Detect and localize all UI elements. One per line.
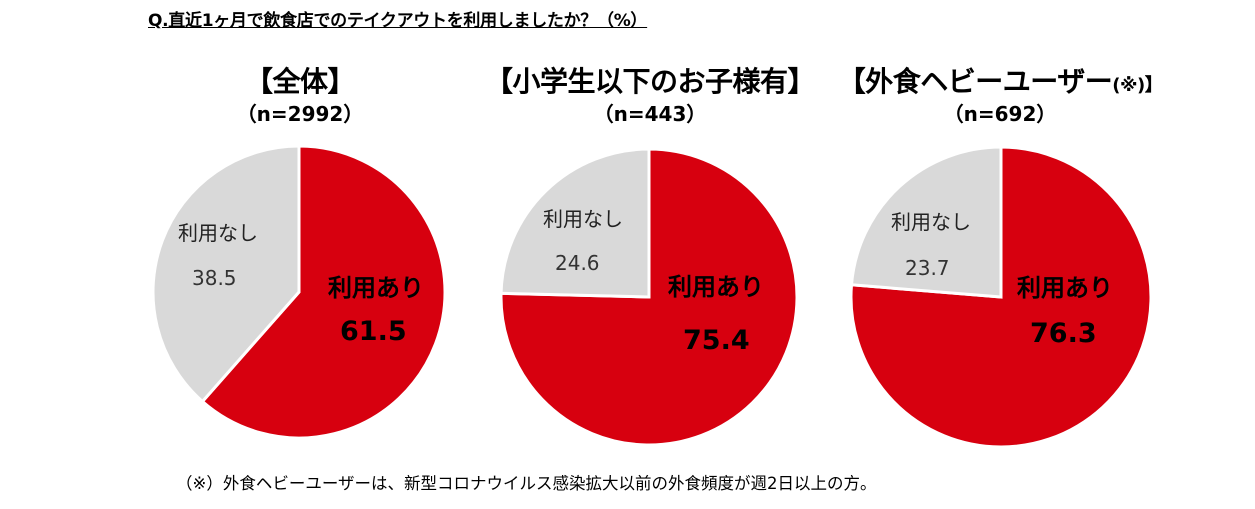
- slice-label-no: 利用なし: [891, 210, 971, 234]
- slice-label-no: 利用なし: [178, 221, 258, 245]
- slice-value-no: 38.5: [192, 266, 237, 290]
- pie-title: 【外食ヘビーユーザー(※)】: [810, 60, 1190, 100]
- pie-title: 【全体】: [110, 60, 490, 100]
- pie-chart-heavy-users: 【外食ヘビーユーザー(※)】 （n=692） 利用なし 23.7 利用あり 76…: [810, 60, 1190, 460]
- slice-label-yes: 利用あり: [1017, 274, 1113, 302]
- slice-label-yes: 利用あり: [328, 274, 424, 302]
- slice-value-no: 23.7: [905, 256, 950, 280]
- slice-no: [151, 144, 301, 404]
- slice-no: [499, 147, 651, 299]
- pie-sample-size: （n=443）: [593, 102, 707, 126]
- pie-title-text: 【全体】: [244, 65, 356, 98]
- pie-chart-parents: 【小学生以下のお子様有】 （n=443） 利用なし 24.6 利用あり 75.4: [460, 60, 840, 460]
- pie-title-text: 【小学生以下のお子様有】: [484, 65, 816, 98]
- slice-yes: [200, 144, 447, 440]
- pie-svg: [849, 145, 1153, 449]
- pie-sample-size: （n=692）: [943, 102, 1057, 126]
- slice-label-yes: 利用あり: [668, 273, 764, 301]
- slice-yes: [849, 145, 1153, 449]
- pie-title-note: (※)】: [1112, 75, 1163, 96]
- slice-value-yes: 61.5: [340, 316, 407, 347]
- slice-no: [849, 145, 1003, 299]
- pie-svg: [151, 144, 447, 440]
- pie-chart-all: 【全体】 （n=2992） 利用なし 38.5 利用あり 61.5: [110, 60, 490, 460]
- slice-value-yes: 75.4: [683, 325, 750, 356]
- slice-value-no: 24.6: [555, 251, 600, 275]
- slice-label-no: 利用なし: [543, 207, 623, 231]
- slice-value-yes: 76.3: [1030, 318, 1097, 349]
- pie-sample-size: （n=2992）: [236, 102, 364, 126]
- pie-title-text: 【外食ヘビーユーザー: [837, 65, 1113, 98]
- survey-question: Q.直近1ヶ月で飲食店でのテイクアウトを利用しましたか？（%）: [148, 11, 648, 31]
- pie-svg: [499, 147, 799, 447]
- pie-title: 【小学生以下のお子様有】: [460, 60, 840, 100]
- footnote: （※）外食ヘビーユーザーは、新型コロナウイルス感染拡大以前の外食頻度が週2日以上…: [176, 474, 877, 493]
